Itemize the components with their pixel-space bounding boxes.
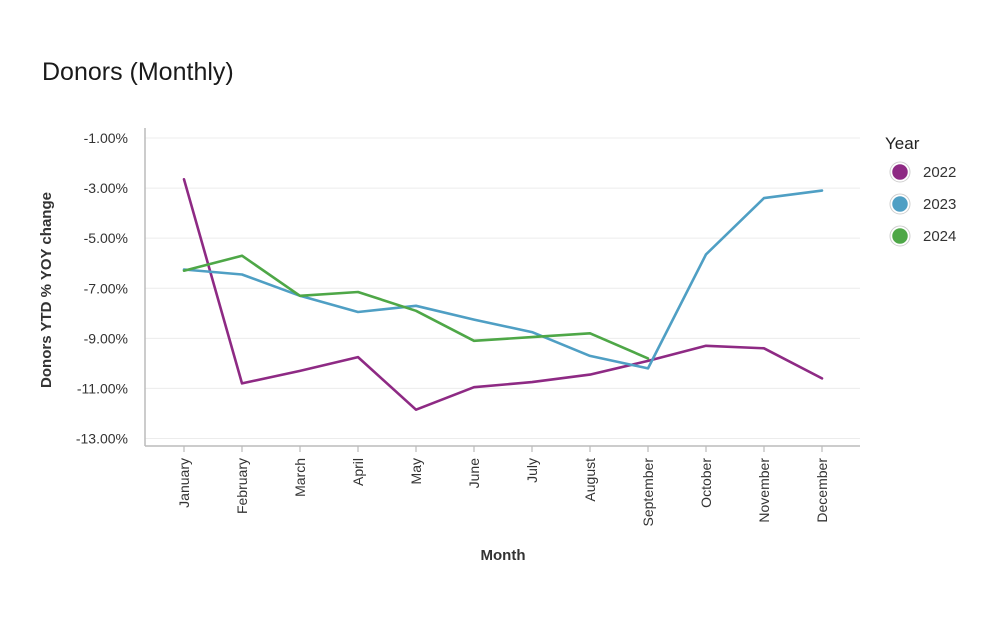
legend-swatch-ring xyxy=(889,193,911,215)
y-tick-label: -5.00% xyxy=(84,230,128,246)
series-line-2023 xyxy=(182,189,824,370)
y-tick-label: -1.00% xyxy=(84,130,128,146)
legend-swatch-ring xyxy=(889,225,911,247)
x-tick-label: July xyxy=(524,458,540,483)
y-tick-label: -11.00% xyxy=(77,380,128,396)
x-tick-label: August xyxy=(582,458,598,502)
legend-swatch-2023 xyxy=(890,194,910,214)
series-line-2024 xyxy=(182,254,650,360)
x-tick-label: September xyxy=(640,458,656,527)
x-tick-label: February xyxy=(234,458,250,514)
x-tick-label: May xyxy=(408,458,424,484)
legend-label-2023: 2023 xyxy=(923,196,956,213)
y-tick-label: -9.00% xyxy=(84,330,128,346)
x-tick-label: October xyxy=(698,458,714,508)
x-tick-label: December xyxy=(814,458,830,523)
legend-swatch-ring xyxy=(889,161,911,183)
x-tick-label: June xyxy=(466,458,482,489)
x-tick-label: November xyxy=(756,458,772,523)
legend-title: Year xyxy=(885,134,920,153)
legend-swatch-2022 xyxy=(890,162,910,182)
series-line-2022 xyxy=(182,178,824,411)
y-tick-label: -13.00% xyxy=(76,430,128,446)
legend-label-2022: 2022 xyxy=(923,164,956,181)
y-axis-title: Donors YTD % YOY change xyxy=(38,192,55,388)
x-axis-ticks: January February March April May June July Augu… xyxy=(176,446,830,526)
page-title: Donors (Monthly) xyxy=(42,58,234,86)
y-tick-label: -3.00% xyxy=(84,180,128,196)
x-axis-title: Month xyxy=(481,547,526,564)
y-axis-ticks: -1.00% -3.00% -5.00% -7.00% -9.00% -11.00% -13… xyxy=(76,130,128,446)
x-tick-label: March xyxy=(292,458,308,497)
legend-swatch-2024 xyxy=(890,226,910,246)
axes xyxy=(144,128,860,447)
gridlines xyxy=(145,137,860,439)
y-tick-label: -7.00% xyxy=(84,280,128,296)
x-tick-label: January xyxy=(176,458,192,508)
legend-label-2024: 2024 xyxy=(923,228,956,245)
series-lines xyxy=(182,178,824,411)
x-tick-label: April xyxy=(350,458,366,486)
